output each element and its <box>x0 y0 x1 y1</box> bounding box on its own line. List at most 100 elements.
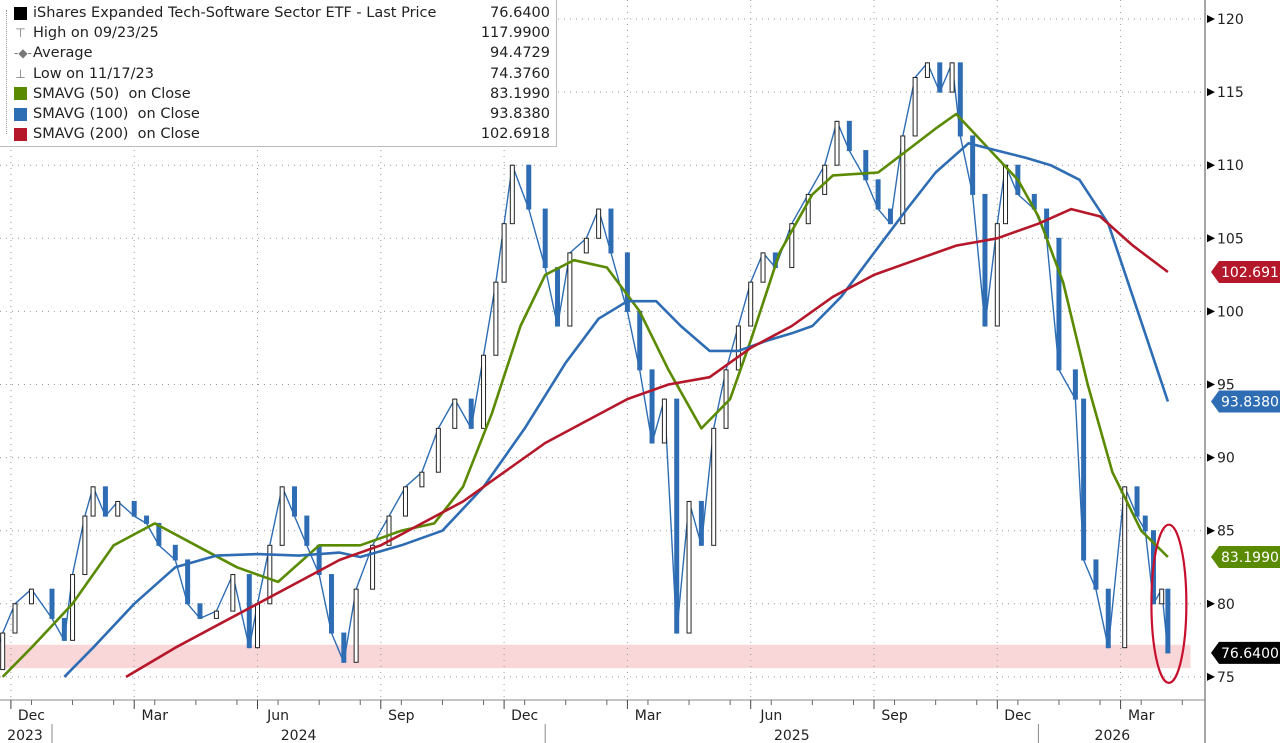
y-tick-label: 85 <box>1217 524 1235 540</box>
price-candle <box>90 486 96 517</box>
price-candle <box>583 237 589 254</box>
last-value-text: 93.8380 <box>1221 394 1279 410</box>
legend-value: 93.8380 <box>490 106 550 122</box>
y-tick-arrow <box>1207 672 1215 681</box>
price-candle <box>82 515 88 576</box>
price-candle <box>291 486 297 517</box>
y-tick-arrow <box>1207 88 1215 97</box>
price-candle <box>61 617 67 641</box>
y-tick-arrow <box>1207 234 1215 243</box>
series-line-smavg-50- <box>1 112 1169 678</box>
chart-legend: iShares Expanded Tech-Software Sector ET… <box>0 0 557 147</box>
price-candle <box>185 559 191 605</box>
price-candle <box>949 62 955 93</box>
price-candle <box>341 632 347 663</box>
price-candle <box>435 427 441 473</box>
price-candle <box>887 208 893 225</box>
price-candle <box>723 369 729 429</box>
average-marker-icon: -◆- <box>14 46 32 61</box>
last-value-label: 83.1990 <box>1211 546 1280 569</box>
x-tick-label: Dec <box>1004 708 1031 724</box>
price-candle <box>624 252 630 312</box>
price-candle <box>468 398 474 429</box>
x-tick-label: Sep <box>881 708 908 724</box>
price-candle <box>542 208 548 269</box>
price-candle <box>555 267 561 327</box>
x-tick-label: Dec <box>18 708 45 724</box>
price-candle <box>279 486 285 546</box>
price-candle <box>1159 588 1165 605</box>
price-candle <box>70 574 76 641</box>
price-candle <box>509 164 515 225</box>
legend-value: 102.6918 <box>480 126 550 143</box>
price-candle <box>1122 486 1128 649</box>
legend-value: 74.3760 <box>490 65 550 82</box>
x-tick-label: Mar <box>142 708 169 724</box>
price-candle <box>246 574 252 649</box>
price-candle <box>735 325 741 371</box>
x-tick-label: Jun <box>266 708 289 724</box>
price-candle <box>760 252 766 283</box>
year-label: 2023 <box>7 728 43 743</box>
y-tick-label: 95 <box>1217 378 1235 394</box>
legend-swatch <box>14 6 27 20</box>
price-candle <box>748 281 754 327</box>
price-candle <box>686 500 692 634</box>
price-candle <box>49 588 55 619</box>
y-tick-arrow <box>1207 453 1215 462</box>
price-candle <box>230 574 236 612</box>
y-tick-label: 115 <box>1217 85 1244 101</box>
legend-value: 76.6400 <box>490 5 550 21</box>
legend-value: 94.4729 <box>490 45 550 62</box>
x-tick-label: Jun <box>759 708 782 724</box>
price-candle <box>28 588 34 605</box>
y-tick-label: 110 <box>1217 158 1244 174</box>
price-candle <box>1165 588 1171 654</box>
price-candle <box>402 486 408 517</box>
price-candle <box>0 632 6 671</box>
y-tick-arrow <box>1207 380 1215 389</box>
price-candle <box>661 398 667 444</box>
price-candle <box>353 588 359 663</box>
price-candle <box>304 515 310 546</box>
legend-label: SMAVG (50) on Close <box>33 85 191 102</box>
y-tick-arrow <box>1207 526 1215 535</box>
price-candle <box>267 544 273 605</box>
price-candle <box>131 500 137 517</box>
price-candle <box>924 62 930 78</box>
price-candle <box>102 486 108 517</box>
y-axis-bg <box>1205 0 1280 743</box>
price-candle <box>115 500 121 517</box>
price-candle <box>608 208 614 254</box>
price-candle <box>1003 164 1009 225</box>
legend-label: Average <box>33 45 93 62</box>
last-value-label: 76.6400 <box>1211 641 1280 664</box>
price-candle <box>255 603 260 649</box>
legend-item: iShares Expanded Tech-Software Sector ET… <box>14 3 550 23</box>
legend-label: SMAVG (100) on Close <box>33 106 200 122</box>
x-tick-label: Mar <box>635 708 662 724</box>
price-candle <box>12 603 18 634</box>
year-label: 2026 <box>1095 728 1131 743</box>
year-label: 2024 <box>281 728 317 743</box>
series-line-smavg-200- <box>125 207 1169 679</box>
high-marker-icon: ⊤ <box>15 26 26 41</box>
price-candle <box>805 193 811 225</box>
price-candle <box>1081 398 1087 561</box>
price-candle <box>789 223 795 269</box>
legend-value: 117.9900 <box>480 25 550 42</box>
y-tick-label: 100 <box>1217 304 1244 320</box>
price-candle <box>1142 515 1148 532</box>
price-candle <box>386 515 392 546</box>
legend-item: SMAVG (50) on Close 83.1990 <box>14 84 550 104</box>
legend-label: iShares Expanded Tech-Software Sector ET… <box>33 5 437 21</box>
y-tick-arrow <box>1207 307 1215 316</box>
legend-item: SMAVG (200) on Close 102.6918 <box>14 124 550 144</box>
price-candle <box>481 354 487 429</box>
price-candle <box>649 369 655 444</box>
price-candle <box>1056 237 1062 371</box>
price-candle <box>197 603 203 619</box>
price-candle <box>526 164 532 210</box>
price-candle <box>1093 559 1099 590</box>
price-candle <box>144 515 150 524</box>
